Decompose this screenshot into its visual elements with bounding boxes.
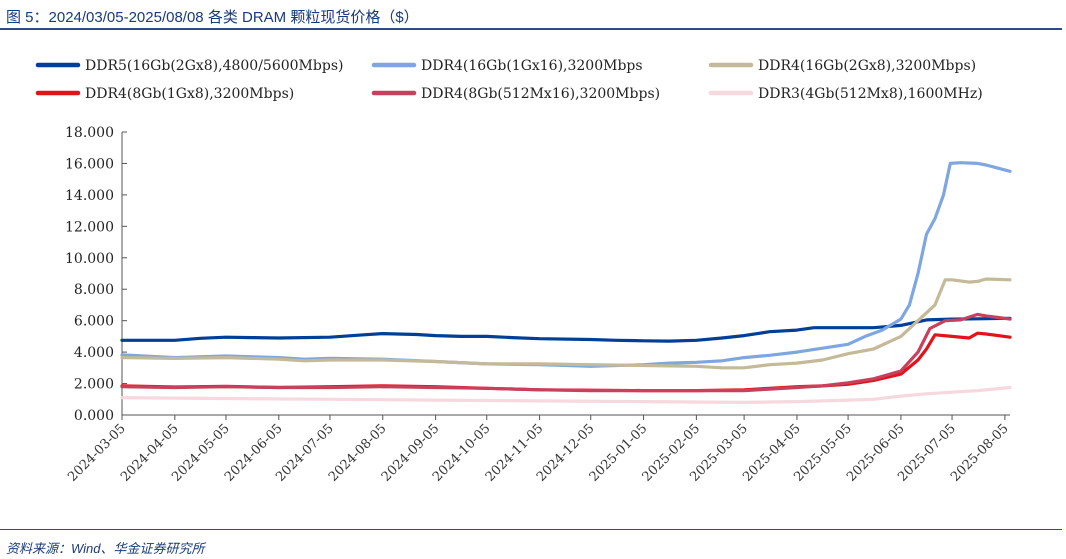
- series-line-2: [120, 161, 1012, 368]
- legend-label: DDR5(16Gb(2Gx8),4800/5600Mbps): [85, 58, 343, 74]
- source-note: 资料来源：Wind、华金证券研究所: [6, 541, 205, 556]
- y-tick-label: 8.000: [74, 282, 114, 298]
- x-axis: 2024-03-052024-04-052024-05-052024-06-05…: [65, 414, 1012, 485]
- y-tick-label: 0.000: [74, 408, 114, 424]
- chart-legend: DDR5(16Gb(2Gx8),4800/5600Mbps) DDR4(16Gb(…: [35, 58, 983, 102]
- plot-lines: [120, 161, 1012, 404]
- top-divider: [0, 28, 1062, 30]
- y-tick-label: 6.000: [74, 314, 114, 330]
- legend-label: DDR4(8Gb(512Mx16),3200Mbps): [421, 86, 660, 102]
- y-tick-label: 12.000: [65, 219, 114, 235]
- y-tick-label: 14.000: [65, 188, 114, 204]
- bottom-divider: [0, 529, 1062, 530]
- page-title: 图 5：2024/03/05-2025/08/08 各类 DRAM 颗粒现货价格…: [6, 9, 419, 26]
- series-line-4: [120, 331, 1012, 393]
- y-tick-label: 4.000: [74, 345, 114, 361]
- legend-label: DDR4(16Gb(2Gx8),3200Mbps): [758, 58, 976, 74]
- y-tick-label: 2.000: [74, 377, 114, 393]
- legend-label: DDR4(16Gb(1Gx16),3200Mbps: [421, 58, 643, 74]
- legend-label: DDR4(8Gb(1Gx8),3200Mbps): [85, 86, 294, 102]
- series-line-1: [120, 316, 1012, 343]
- series-line-5: [120, 312, 1012, 393]
- y-axis: 0.000 2.000 4.000 6.000 8.000 10.000 12.000 14.…: [65, 125, 127, 424]
- line-chart: DDR5(16Gb(2Gx8),4800/5600Mbps) DDR4(16Gb(…: [35, 58, 1012, 485]
- legend-label: DDR3(4Gb(512Mx8),1600MHz): [758, 86, 983, 102]
- y-tick-label: 16.000: [65, 156, 114, 172]
- series-line-3: [120, 277, 1012, 370]
- y-tick-label: 10.000: [65, 251, 114, 267]
- y-tick-label: 18.000: [65, 125, 114, 141]
- series-line-6: [120, 385, 1012, 404]
